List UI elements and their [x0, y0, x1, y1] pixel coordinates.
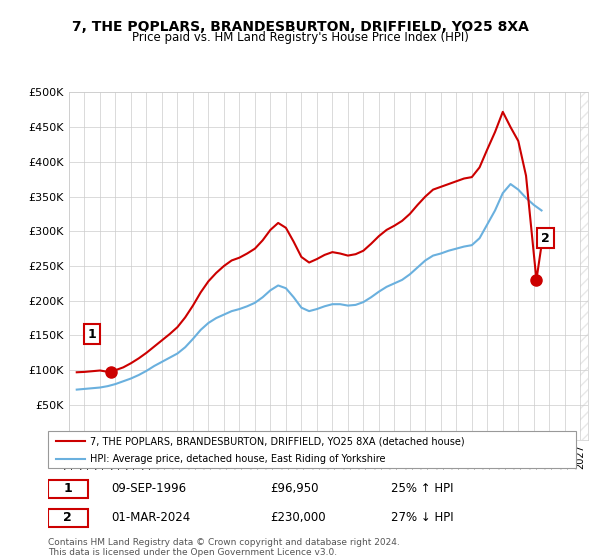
Text: £230,000: £230,000 [270, 511, 325, 524]
Text: 09-SEP-1996: 09-SEP-1996 [112, 482, 187, 495]
Text: 7, THE POPLARS, BRANDESBURTON, DRIFFIELD, YO25 8XA: 7, THE POPLARS, BRANDESBURTON, DRIFFIELD… [71, 20, 529, 34]
Text: HPI: Average price, detached house, East Riding of Yorkshire: HPI: Average price, detached house, East… [90, 454, 386, 464]
Text: 1: 1 [63, 482, 72, 495]
Text: 2: 2 [63, 511, 72, 524]
Text: 27% ↓ HPI: 27% ↓ HPI [391, 511, 454, 524]
Text: £96,950: £96,950 [270, 482, 318, 495]
Text: 01-MAR-2024: 01-MAR-2024 [112, 511, 191, 524]
Text: 25% ↑ HPI: 25% ↑ HPI [391, 482, 454, 495]
Text: 2: 2 [541, 232, 550, 245]
FancyBboxPatch shape [48, 508, 88, 526]
Text: Price paid vs. HM Land Registry's House Price Index (HPI): Price paid vs. HM Land Registry's House … [131, 31, 469, 44]
Text: 1: 1 [88, 328, 96, 340]
FancyBboxPatch shape [48, 479, 88, 498]
FancyBboxPatch shape [48, 431, 576, 468]
Text: 7, THE POPLARS, BRANDESBURTON, DRIFFIELD, YO25 8XA (detached house): 7, THE POPLARS, BRANDESBURTON, DRIFFIELD… [90, 436, 465, 446]
Text: Contains HM Land Registry data © Crown copyright and database right 2024.
This d: Contains HM Land Registry data © Crown c… [48, 538, 400, 557]
